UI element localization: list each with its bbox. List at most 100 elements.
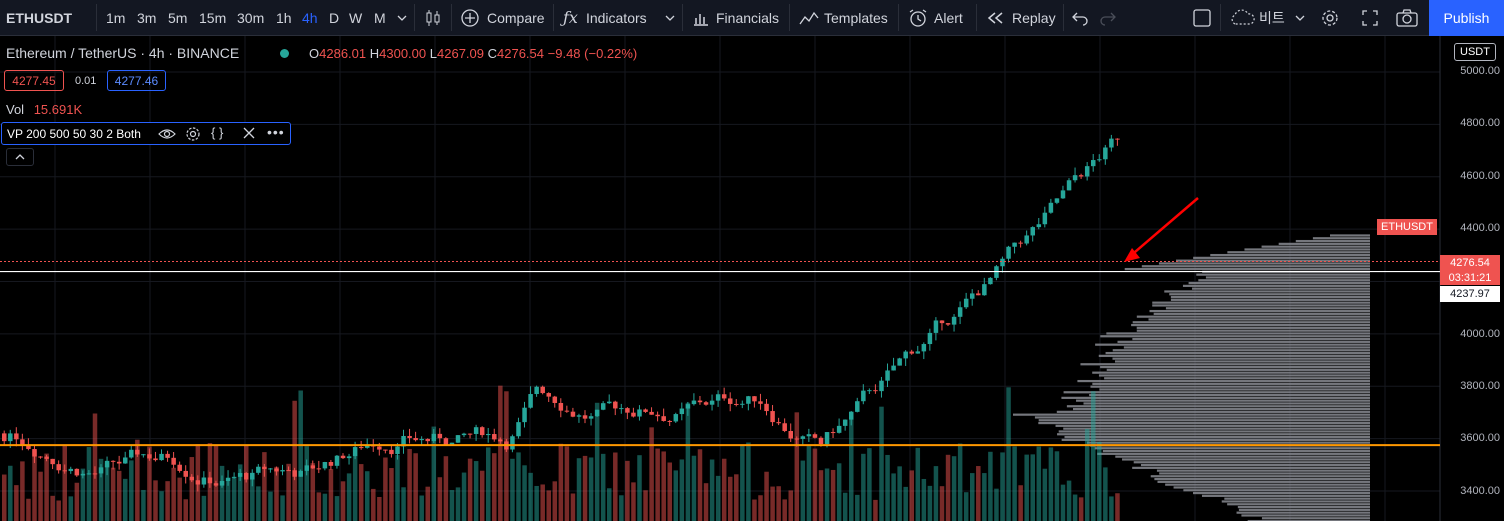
chevron-down-icon[interactable] — [396, 0, 408, 35]
volume-bar — [1036, 446, 1042, 521]
c-value: 4276.54 — [497, 46, 545, 61]
layout-square-icon[interactable] — [1192, 0, 1212, 35]
volume-bar — [1078, 497, 1084, 521]
candle-body — [225, 477, 231, 482]
volume-bar — [449, 490, 455, 521]
chevron-down-icon[interactable] — [664, 0, 676, 35]
volume-bar — [123, 478, 128, 521]
sell-button[interactable]: 4277.45 — [4, 70, 64, 91]
indicators-button[interactable]: ƒx Indicators — [563, 0, 647, 35]
volume-bar — [1006, 387, 1011, 521]
candle-body — [177, 464, 182, 471]
close-icon[interactable] — [242, 126, 256, 145]
candle-body — [528, 394, 533, 408]
layout-name-button[interactable]: 비트 — [1228, 0, 1285, 35]
timeframe-1h[interactable]: 1h — [276, 9, 292, 26]
financials-button[interactable]: Financials — [692, 0, 779, 35]
alert-button[interactable]: Alert — [908, 0, 963, 35]
volume-bar — [576, 458, 582, 521]
volume-profile-row — [1198, 279, 1370, 282]
volume-bar — [401, 487, 406, 521]
timeframe-4h[interactable]: 4h — [302, 9, 318, 26]
volume-profile-row — [1057, 433, 1370, 436]
timeframe-W[interactable]: W — [349, 9, 363, 26]
volume-bar — [74, 482, 80, 521]
volume-bar — [425, 486, 430, 521]
volume-bar — [389, 468, 394, 521]
price-axis[interactable]: USDT 5000.00 4800.00 4600.00 4400.00 400… — [1440, 36, 1504, 521]
vp-indicator-legend[interactable]: VP 200 500 50 30 2 Both { } ••• — [1, 122, 291, 145]
replay-button[interactable]: Replay — [987, 0, 1056, 35]
templates-button[interactable]: Templates — [799, 0, 888, 35]
o-value: 4286.01 — [319, 46, 367, 61]
compare-button[interactable]: Compare — [460, 0, 545, 35]
volume-bar — [891, 473, 896, 521]
volume-profile-row — [1224, 497, 1370, 500]
volume-profile-row — [1136, 315, 1370, 318]
timeframe-1m[interactable]: 1m — [106, 9, 126, 26]
volume-bar — [764, 471, 769, 521]
price-chart[interactable] — [0, 36, 1504, 521]
collapse-legend-button[interactable] — [6, 148, 34, 166]
volume-bar — [2, 474, 7, 521]
source-code-icon[interactable]: { } — [211, 125, 224, 140]
candle-body — [849, 411, 854, 420]
undo-icon[interactable] — [1071, 0, 1089, 35]
volume-bar — [818, 470, 824, 521]
buy-button[interactable]: 4277.46 — [107, 70, 166, 91]
volume-profile-row — [1164, 290, 1370, 293]
divider — [553, 4, 554, 31]
candle-body — [915, 351, 921, 354]
volume-profile-row — [1192, 287, 1370, 290]
chart-title[interactable]: Ethereum / TetherUS · 4h · BINANCE — [6, 45, 240, 61]
candles-icon[interactable] — [423, 0, 443, 35]
publish-button[interactable]: Publish — [1429, 0, 1504, 36]
volume-profile-row — [1090, 385, 1370, 388]
timeframe-5m[interactable]: 5m — [168, 9, 188, 26]
candle-body — [927, 332, 933, 345]
volume-bar — [159, 491, 164, 521]
candle-body — [619, 408, 624, 410]
currency-button[interactable]: USDT — [1454, 43, 1496, 61]
volume-profile-row — [1132, 466, 1370, 469]
candle-body — [824, 432, 830, 445]
volume-profile-row — [1278, 242, 1370, 245]
o-label: O — [309, 46, 320, 61]
timeframe-30m[interactable]: 30m — [237, 9, 265, 26]
candle-body — [516, 422, 521, 437]
redo-icon[interactable] — [1099, 0, 1117, 35]
candle-body — [413, 438, 418, 441]
price-label-4600: 4600.00 — [1460, 170, 1500, 182]
timeframe-15m[interactable]: 15m — [199, 9, 227, 26]
volume-profile-row — [1076, 399, 1370, 402]
volume-bar — [1024, 454, 1029, 521]
volume-profile-row — [1092, 371, 1370, 374]
candle-body — [328, 461, 334, 466]
candle-body — [637, 409, 642, 417]
timeframe-D[interactable]: D — [329, 9, 340, 26]
volume-profile-row — [1153, 312, 1370, 315]
eye-icon[interactable] — [158, 126, 176, 147]
divider — [96, 4, 97, 31]
volume-profile-row — [1165, 483, 1370, 486]
volume-bar — [861, 453, 866, 521]
candle-body — [389, 449, 394, 455]
gear-icon[interactable] — [185, 126, 201, 147]
more-icon[interactable]: ••• — [267, 124, 285, 140]
volume-profile-row — [1012, 413, 1370, 416]
chevron-down-icon[interactable] — [1294, 0, 1306, 35]
volume-profile-row — [1073, 407, 1370, 411]
candle-body — [365, 445, 370, 448]
fullscreen-icon[interactable] — [1361, 0, 1379, 35]
camera-icon[interactable] — [1396, 0, 1418, 35]
timeframe-M[interactable]: M — [374, 9, 386, 26]
top-toolbar: ETHUSDT 1m 3m 5m 15m 30m 1h 4h D W M Com… — [0, 0, 1504, 36]
candle-body — [486, 434, 491, 436]
symbol-search[interactable]: ETHUSDT — [6, 9, 73, 26]
volume-profile-row — [1173, 486, 1370, 489]
candle-body — [613, 401, 618, 409]
volume-bar — [619, 495, 624, 521]
timeframe-3m[interactable]: 3m — [137, 9, 157, 26]
gear-icon[interactable] — [1320, 0, 1340, 35]
divider — [1220, 4, 1221, 31]
